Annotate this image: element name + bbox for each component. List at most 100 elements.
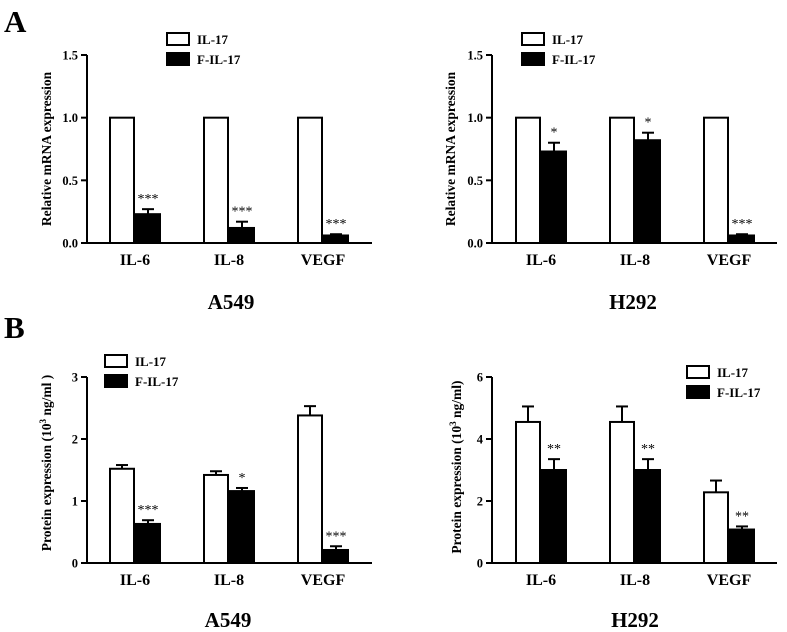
- significance-label: ***: [326, 529, 347, 544]
- bar-fil17-il-8: [229, 490, 255, 564]
- y-tick-label: 0.5: [467, 174, 483, 188]
- bar-fil17-il-6: [135, 522, 161, 565]
- bar-fil17-vegf: [323, 548, 349, 564]
- y-axis-label-main: Protein expression (10: [449, 426, 464, 554]
- legend-swatch-il17: [686, 365, 710, 379]
- significance-label: *: [645, 116, 652, 131]
- y-axis-label: Relative mRNA expression: [443, 71, 458, 226]
- chart-2: 0.0 0.5 1.0 1.5 * IL-6 * IL-8 *** VEGF Relative mR…: [443, 32, 777, 314]
- y-tick-label: 2: [477, 495, 483, 509]
- bar-il17-il-6: [109, 116, 135, 244]
- panel-letter-a: A: [4, 4, 27, 39]
- category-label: VEGF: [301, 572, 346, 589]
- category-label: IL-6: [120, 252, 150, 269]
- legend-swatch-il17: [166, 32, 190, 46]
- category-label: IL-6: [526, 252, 556, 269]
- y-axis-label: Relative mRNA expression: [39, 71, 54, 226]
- legend-label-fil17: F-IL-17: [552, 52, 596, 67]
- category-label: IL-8: [214, 252, 244, 269]
- bar-fil17-vegf: [323, 234, 349, 244]
- bar-il17-il-8: [203, 116, 229, 244]
- bar-fil17-il-6: [135, 213, 161, 245]
- legend-label-il17: IL-17: [197, 32, 229, 47]
- legend-label-il17: IL-17: [135, 354, 167, 369]
- legend-swatch-fil17: [521, 52, 545, 66]
- chart-title: H292: [609, 290, 657, 314]
- chart-4: 0 2 4 6 ** IL-6 ** IL-8 ** VEGF Protein expression…: [448, 365, 777, 632]
- bar-il17-vegf: [297, 414, 323, 564]
- bar-il17-il-8: [609, 116, 635, 244]
- bar-il17-vegf: [297, 116, 323, 244]
- bar-fil17-il-8: [635, 139, 661, 244]
- legend-swatch-il17: [521, 32, 545, 46]
- y-tick-label: 0: [477, 557, 483, 571]
- legend-label-il17: IL-17: [552, 32, 584, 47]
- significance-label: ***: [326, 217, 347, 232]
- y-axis-label-superscript: 3: [448, 421, 458, 426]
- bar-fil17-il-8: [635, 469, 661, 564]
- bar-il17-il-8: [609, 420, 635, 565]
- y-tick-label: 0: [72, 557, 78, 571]
- y-tick-label: 1.5: [62, 49, 78, 63]
- category-label: VEGF: [707, 252, 752, 269]
- category-label: VEGF: [301, 252, 346, 269]
- category-label: VEGF: [707, 572, 752, 589]
- chart-title: A549: [208, 290, 255, 314]
- bar-il17-il-6: [515, 116, 541, 244]
- category-label: IL-8: [620, 572, 650, 589]
- bar-fil17-il-6: [541, 150, 567, 244]
- significance-label: ***: [232, 205, 253, 220]
- legend-swatch-il17: [104, 354, 128, 368]
- y-tick-label: 1.0: [62, 111, 78, 125]
- y-tick-label: 6: [477, 371, 483, 385]
- significance-label: *: [551, 126, 558, 141]
- legend-swatch-fil17: [686, 385, 710, 399]
- y-tick-label: 0.5: [62, 174, 78, 188]
- bar-fil17-vegf: [729, 528, 755, 565]
- y-tick-label: 1.5: [467, 49, 483, 63]
- significance-label: ***: [732, 217, 753, 232]
- bar-il17-vegf: [703, 491, 729, 565]
- significance-label: **: [547, 442, 561, 457]
- significance-label: ***: [138, 503, 159, 518]
- y-axis-label: Protein expression (103 ng/ml): [448, 380, 464, 553]
- significance-label: **: [735, 509, 749, 524]
- bar-il17-il-6: [109, 467, 135, 565]
- bar-fil17-il-6: [541, 469, 567, 564]
- chart-1: 0.0 0.5 1.0 1.5 *** IL-6 *** IL-8 *** VEGF Relativ…: [39, 32, 372, 314]
- y-tick-label: 0.0: [467, 237, 483, 251]
- bar-fil17-vegf: [729, 234, 755, 244]
- bar-il17-il-8: [203, 473, 229, 564]
- y-axis-label: Protein expression (103 ng/ml ): [38, 375, 54, 552]
- category-label: IL-8: [620, 252, 650, 269]
- y-tick-label: 1.0: [467, 111, 483, 125]
- legend-label-il17: IL-17: [717, 365, 749, 380]
- y-axis-label-superscript: 3: [38, 419, 48, 424]
- significance-label: ***: [138, 192, 159, 207]
- significance-label: **: [641, 442, 655, 457]
- chart-title: A549: [205, 608, 252, 632]
- bar-il17-il-6: [515, 420, 541, 565]
- y-tick-label: 3: [72, 371, 78, 385]
- y-axis-label-main: Protein expression (10: [39, 423, 54, 551]
- y-axis-label-unit: ng/ml): [449, 380, 464, 421]
- category-label: IL-8: [214, 572, 244, 589]
- significance-label: *: [239, 471, 246, 486]
- y-tick-label: 0.0: [62, 237, 78, 251]
- category-label: IL-6: [120, 572, 150, 589]
- legend-label-fil17: F-IL-17: [197, 52, 241, 67]
- bar-fil17-il-8: [229, 226, 255, 245]
- legend-label-fil17: F-IL-17: [135, 374, 179, 389]
- legend-label-fil17: F-IL-17: [717, 385, 761, 400]
- y-tick-label: 1: [72, 495, 78, 509]
- legend-swatch-fil17: [104, 374, 128, 388]
- y-tick-label: 2: [72, 433, 78, 447]
- category-label: IL-6: [526, 572, 556, 589]
- chart-3: 0 1 2 3 *** IL-6 * IL-8 *** VEGF Protein expressio…: [38, 354, 372, 632]
- y-axis-label-unit: ng/ml ): [39, 375, 54, 419]
- y-tick-label: 4: [477, 433, 484, 447]
- charts-container: 0.00.51.01.5***IL-6***IL-8***VEGFRelativ…: [38, 32, 777, 632]
- chart-title: H292: [611, 608, 659, 632]
- bar-il17-vegf: [703, 116, 729, 244]
